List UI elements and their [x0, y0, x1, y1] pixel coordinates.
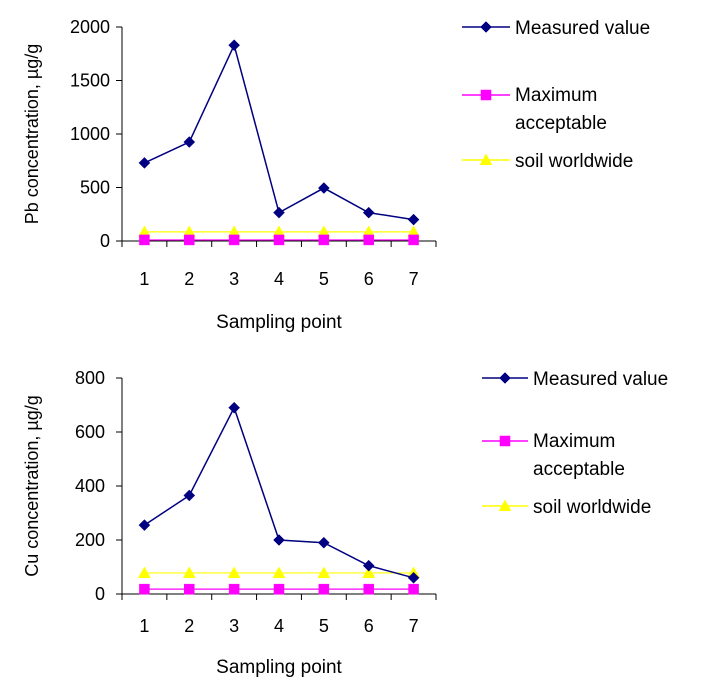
soil-worldwide-point	[317, 566, 331, 578]
legend-label-line2: acceptable	[515, 113, 607, 134]
x-tick-label: 2	[184, 269, 194, 289]
x-tick-label: 3	[229, 269, 239, 289]
legend-soil-worldwide-marker	[498, 499, 512, 512]
x-tick-label: 6	[364, 616, 374, 636]
x-tick-label: 7	[409, 269, 419, 289]
maximum-acceptable-point	[273, 583, 285, 595]
maximum-acceptable-point	[228, 234, 240, 246]
soil-worldwide-point	[182, 566, 196, 578]
maximum-acceptable-point	[318, 234, 330, 246]
series-soil-worldwide	[138, 225, 420, 237]
legend-label-line1: Maximum	[533, 431, 615, 452]
y-tick-label: 0	[100, 231, 110, 251]
measured-value-point	[407, 571, 420, 584]
measured-value-point	[138, 519, 151, 532]
measured-value-line	[144, 42, 414, 221]
x-tick-label: 7	[409, 616, 419, 636]
legend-measured-value-marker	[480, 21, 492, 33]
maximum-acceptable-point	[184, 234, 195, 246]
legend-measured-value-marker	[499, 372, 511, 384]
measured-value-point	[362, 559, 375, 572]
maximum-acceptable-point	[184, 583, 195, 595]
measured-value-point	[362, 206, 375, 219]
y-tick-label: 1500	[70, 71, 110, 91]
measured-value-point	[228, 39, 240, 52]
y-tick-label: 2000	[70, 17, 110, 37]
maximum-acceptable-point	[408, 234, 419, 246]
y-tick-label: 800	[75, 368, 105, 388]
maximum-acceptable-point	[139, 234, 150, 246]
maximum-acceptable-point	[139, 583, 150, 595]
pb-chart: 0 500 1000 1500 2000 1 2 3 4 5 6 7 Pb concentration,…	[22, 17, 650, 333]
maximum-acceptable-point	[318, 583, 330, 595]
maximum-acceptable-point	[363, 583, 374, 595]
maximum-acceptable-point	[273, 234, 285, 246]
x-tick-label: 3	[229, 616, 239, 636]
soil-worldwide-point	[227, 566, 241, 578]
measured-value-point	[318, 182, 330, 194]
soil-worldwide-point	[362, 566, 376, 578]
measured-value-point	[228, 401, 240, 414]
measured-value-point	[273, 206, 285, 219]
measured-value-line	[144, 405, 414, 579]
x-tick-label: 4	[274, 269, 284, 289]
legend-soil-worldwide-label: soil worldwide	[533, 497, 651, 518]
y-tick-label: 0	[95, 584, 105, 604]
y-tick-label: 200	[75, 530, 105, 550]
legend-label-line1: Maximum	[515, 85, 597, 106]
y-tick-label: 500	[80, 178, 110, 198]
legend-maximum-acceptable-label: Maximum acceptable	[533, 431, 625, 480]
measured-value-point	[273, 534, 285, 546]
cu-chart: 0 200 400 600 800 1 2 3 4 5 6 7 Cu concentration, µg…	[22, 368, 668, 678]
x-tick-label: 1	[139, 616, 149, 636]
x-axis-title: Sampling point	[216, 312, 342, 333]
legend: Measured value Maximum acceptable soil worl…	[462, 18, 650, 172]
legend-soil-worldwide-marker	[479, 153, 493, 166]
series-maximum-acceptable	[139, 583, 419, 595]
y-tick-label: 600	[75, 422, 105, 442]
x-axis-title: Sampling point	[216, 657, 342, 678]
maximum-acceptable-point	[228, 583, 240, 595]
maximum-acceptable-point	[363, 234, 374, 246]
y-axis-title: Cu concentration, µg/g	[22, 395, 42, 576]
measured-value-point	[407, 213, 420, 226]
series-measured-value	[138, 401, 420, 584]
legend-measured-value-label: Measured value	[515, 18, 650, 39]
legend: Measured value Maximum acceptable soil worl…	[482, 369, 668, 518]
legend-maximum-acceptable-label: Maximum acceptable	[515, 85, 607, 134]
x-tick-label: 5	[319, 616, 329, 636]
series-maximum-acceptable	[139, 234, 419, 246]
maximum-acceptable-point	[408, 583, 419, 595]
x-tick-label: 5	[319, 269, 329, 289]
measured-value-point	[183, 136, 196, 148]
legend-soil-worldwide-label: soil worldwide	[515, 151, 633, 172]
x-tick-label: 4	[274, 616, 284, 636]
legend-measured-value-label: Measured value	[533, 369, 668, 390]
measured-value-point	[318, 536, 330, 549]
legend-maximum-acceptable-marker	[499, 435, 511, 447]
x-tick-label: 2	[184, 616, 194, 636]
legend-label-line2: acceptable	[533, 459, 625, 480]
series-measured-value	[138, 39, 420, 226]
legend-maximum-acceptable-marker	[480, 89, 492, 101]
x-tick-label: 1	[139, 269, 149, 289]
x-tick-label: 6	[364, 269, 374, 289]
y-tick-label: 400	[75, 476, 105, 496]
measured-value-point	[183, 489, 196, 502]
y-axis-title: Pb concentration, µg/g	[22, 44, 42, 224]
y-tick-label: 1000	[70, 124, 110, 144]
soil-worldwide-point	[272, 566, 286, 578]
measured-value-point	[138, 157, 151, 169]
soil-worldwide-point	[138, 566, 151, 578]
